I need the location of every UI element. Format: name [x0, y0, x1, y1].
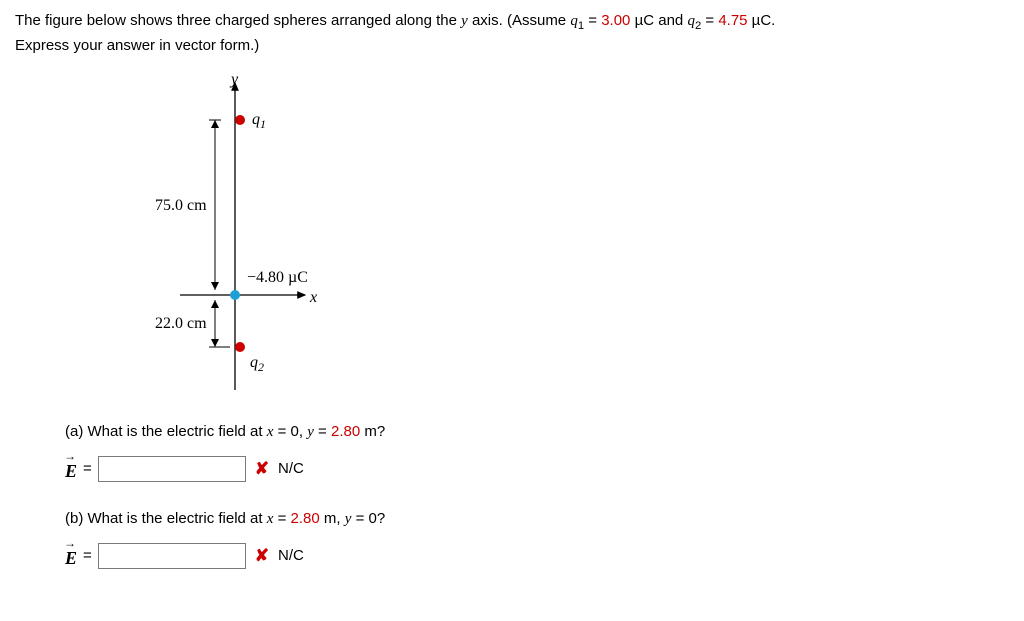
- part-a-input[interactable]: [98, 456, 246, 482]
- part-b-answer-row: E = ✘ N/C: [65, 542, 1009, 569]
- q2-label: q2: [250, 354, 264, 375]
- q2-unit: µC.: [748, 12, 776, 29]
- q2-symbol: q: [687, 13, 695, 29]
- unit-label: N/C: [278, 547, 304, 564]
- line2: Express your answer in vector form.): [15, 37, 259, 54]
- equals: =: [83, 547, 92, 564]
- y-symbol: y: [461, 13, 468, 29]
- problem-statement: The figure below shows three charged sph…: [15, 10, 1009, 57]
- and-text: and: [654, 12, 687, 29]
- equals: =: [83, 460, 92, 477]
- d2-label: 22.0 cm: [155, 315, 207, 333]
- equals: =: [701, 12, 718, 29]
- q1-label: q1: [252, 111, 266, 132]
- y-axis-label: y: [231, 71, 238, 89]
- figure: y x q1 q2 75.0 cm 22.0 cm −4.80 µC: [125, 75, 385, 405]
- q1-value: 3.00: [601, 12, 630, 29]
- e-vector-symbol: E: [65, 542, 77, 569]
- wrong-icon: ✘: [255, 546, 269, 566]
- wrong-icon: ✘: [255, 459, 269, 479]
- q1-symbol: q: [570, 13, 578, 29]
- text: axis. (Assume: [468, 12, 571, 29]
- e-vector-symbol: E: [65, 455, 77, 482]
- part-a-question: (a) What is the electric field at x = 0,…: [65, 423, 1009, 441]
- d1-label: 75.0 cm: [155, 197, 207, 215]
- q2-value: 4.75: [718, 12, 747, 29]
- part-a-answer-row: E = ✘ N/C: [65, 455, 1009, 482]
- part-b-input[interactable]: [98, 543, 246, 569]
- center-charge-label: −4.80 µC: [247, 269, 308, 287]
- text: The figure below shows three charged sph…: [15, 12, 461, 29]
- part-b-question: (b) What is the electric field at x = 2.…: [65, 510, 1009, 528]
- part-b: (b) What is the electric field at x = 2.…: [65, 510, 1009, 569]
- part-a: (a) What is the electric field at x = 0,…: [65, 423, 1009, 482]
- x-axis-label: x: [310, 289, 317, 307]
- unit-label: N/C: [278, 460, 304, 477]
- equals: =: [584, 12, 601, 29]
- q1-unit: µC: [630, 12, 654, 29]
